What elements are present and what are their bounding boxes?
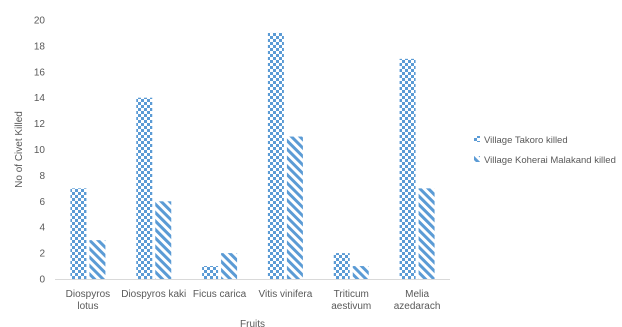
y-tick-label: 14 xyxy=(34,93,46,104)
bar-series-1 xyxy=(267,32,284,280)
bar-series-2 xyxy=(286,136,303,279)
legend-swatch xyxy=(474,156,480,162)
bar-series-1 xyxy=(136,97,153,279)
y-tick-label: 18 xyxy=(34,41,46,52)
legend: Village Takoro killed Village Koherai Mal… xyxy=(474,135,616,166)
bar-series-1 xyxy=(333,253,350,279)
x-tick-label: Melia azedarach xyxy=(394,289,441,312)
y-tick-label: 10 xyxy=(34,145,46,156)
y-axis-title: No of Civet Killed xyxy=(14,111,25,188)
bar-series-1 xyxy=(202,266,219,279)
bar-series-1 xyxy=(70,188,87,279)
y-tick-label: 12 xyxy=(34,119,46,130)
x-tick-label: Diospyros kaki xyxy=(121,289,186,300)
legend-swatch xyxy=(474,136,480,142)
bar-series-2 xyxy=(352,266,369,279)
x-tick-label: Diospyros lotus xyxy=(66,289,110,312)
y-tick-label: 0 xyxy=(39,275,45,286)
x-axis-title: Fruits xyxy=(240,319,265,327)
y-axis-ticks: 0 2 4 6 8 10 12 14 16 18 20 xyxy=(34,16,46,286)
y-tick-label: 4 xyxy=(39,223,45,234)
y-tick-label: 2 xyxy=(39,249,45,260)
y-tick-label: 6 xyxy=(39,197,45,208)
x-tick-label: Triticum aestivum xyxy=(331,289,371,312)
bar-series-2 xyxy=(89,240,106,279)
bar-series-2 xyxy=(221,253,238,279)
y-tick-label: 16 xyxy=(34,67,46,78)
bar-series-2 xyxy=(155,201,172,279)
bar-series-2 xyxy=(418,188,435,279)
x-tick-label: Ficus carica xyxy=(193,289,247,300)
bars xyxy=(70,32,435,280)
legend-label: Village Takoro killed xyxy=(484,135,568,146)
y-tick-label: 20 xyxy=(34,16,46,27)
x-axis-ticks: Diospyros lotus Diospyros kaki Ficus carica… xyxy=(66,289,441,312)
y-tick-label: 8 xyxy=(39,171,45,182)
legend-label: Village Koherai Malakand killed xyxy=(484,155,616,166)
x-tick-label: Vitis vinifera xyxy=(259,289,313,300)
bar-series-1 xyxy=(399,58,416,279)
